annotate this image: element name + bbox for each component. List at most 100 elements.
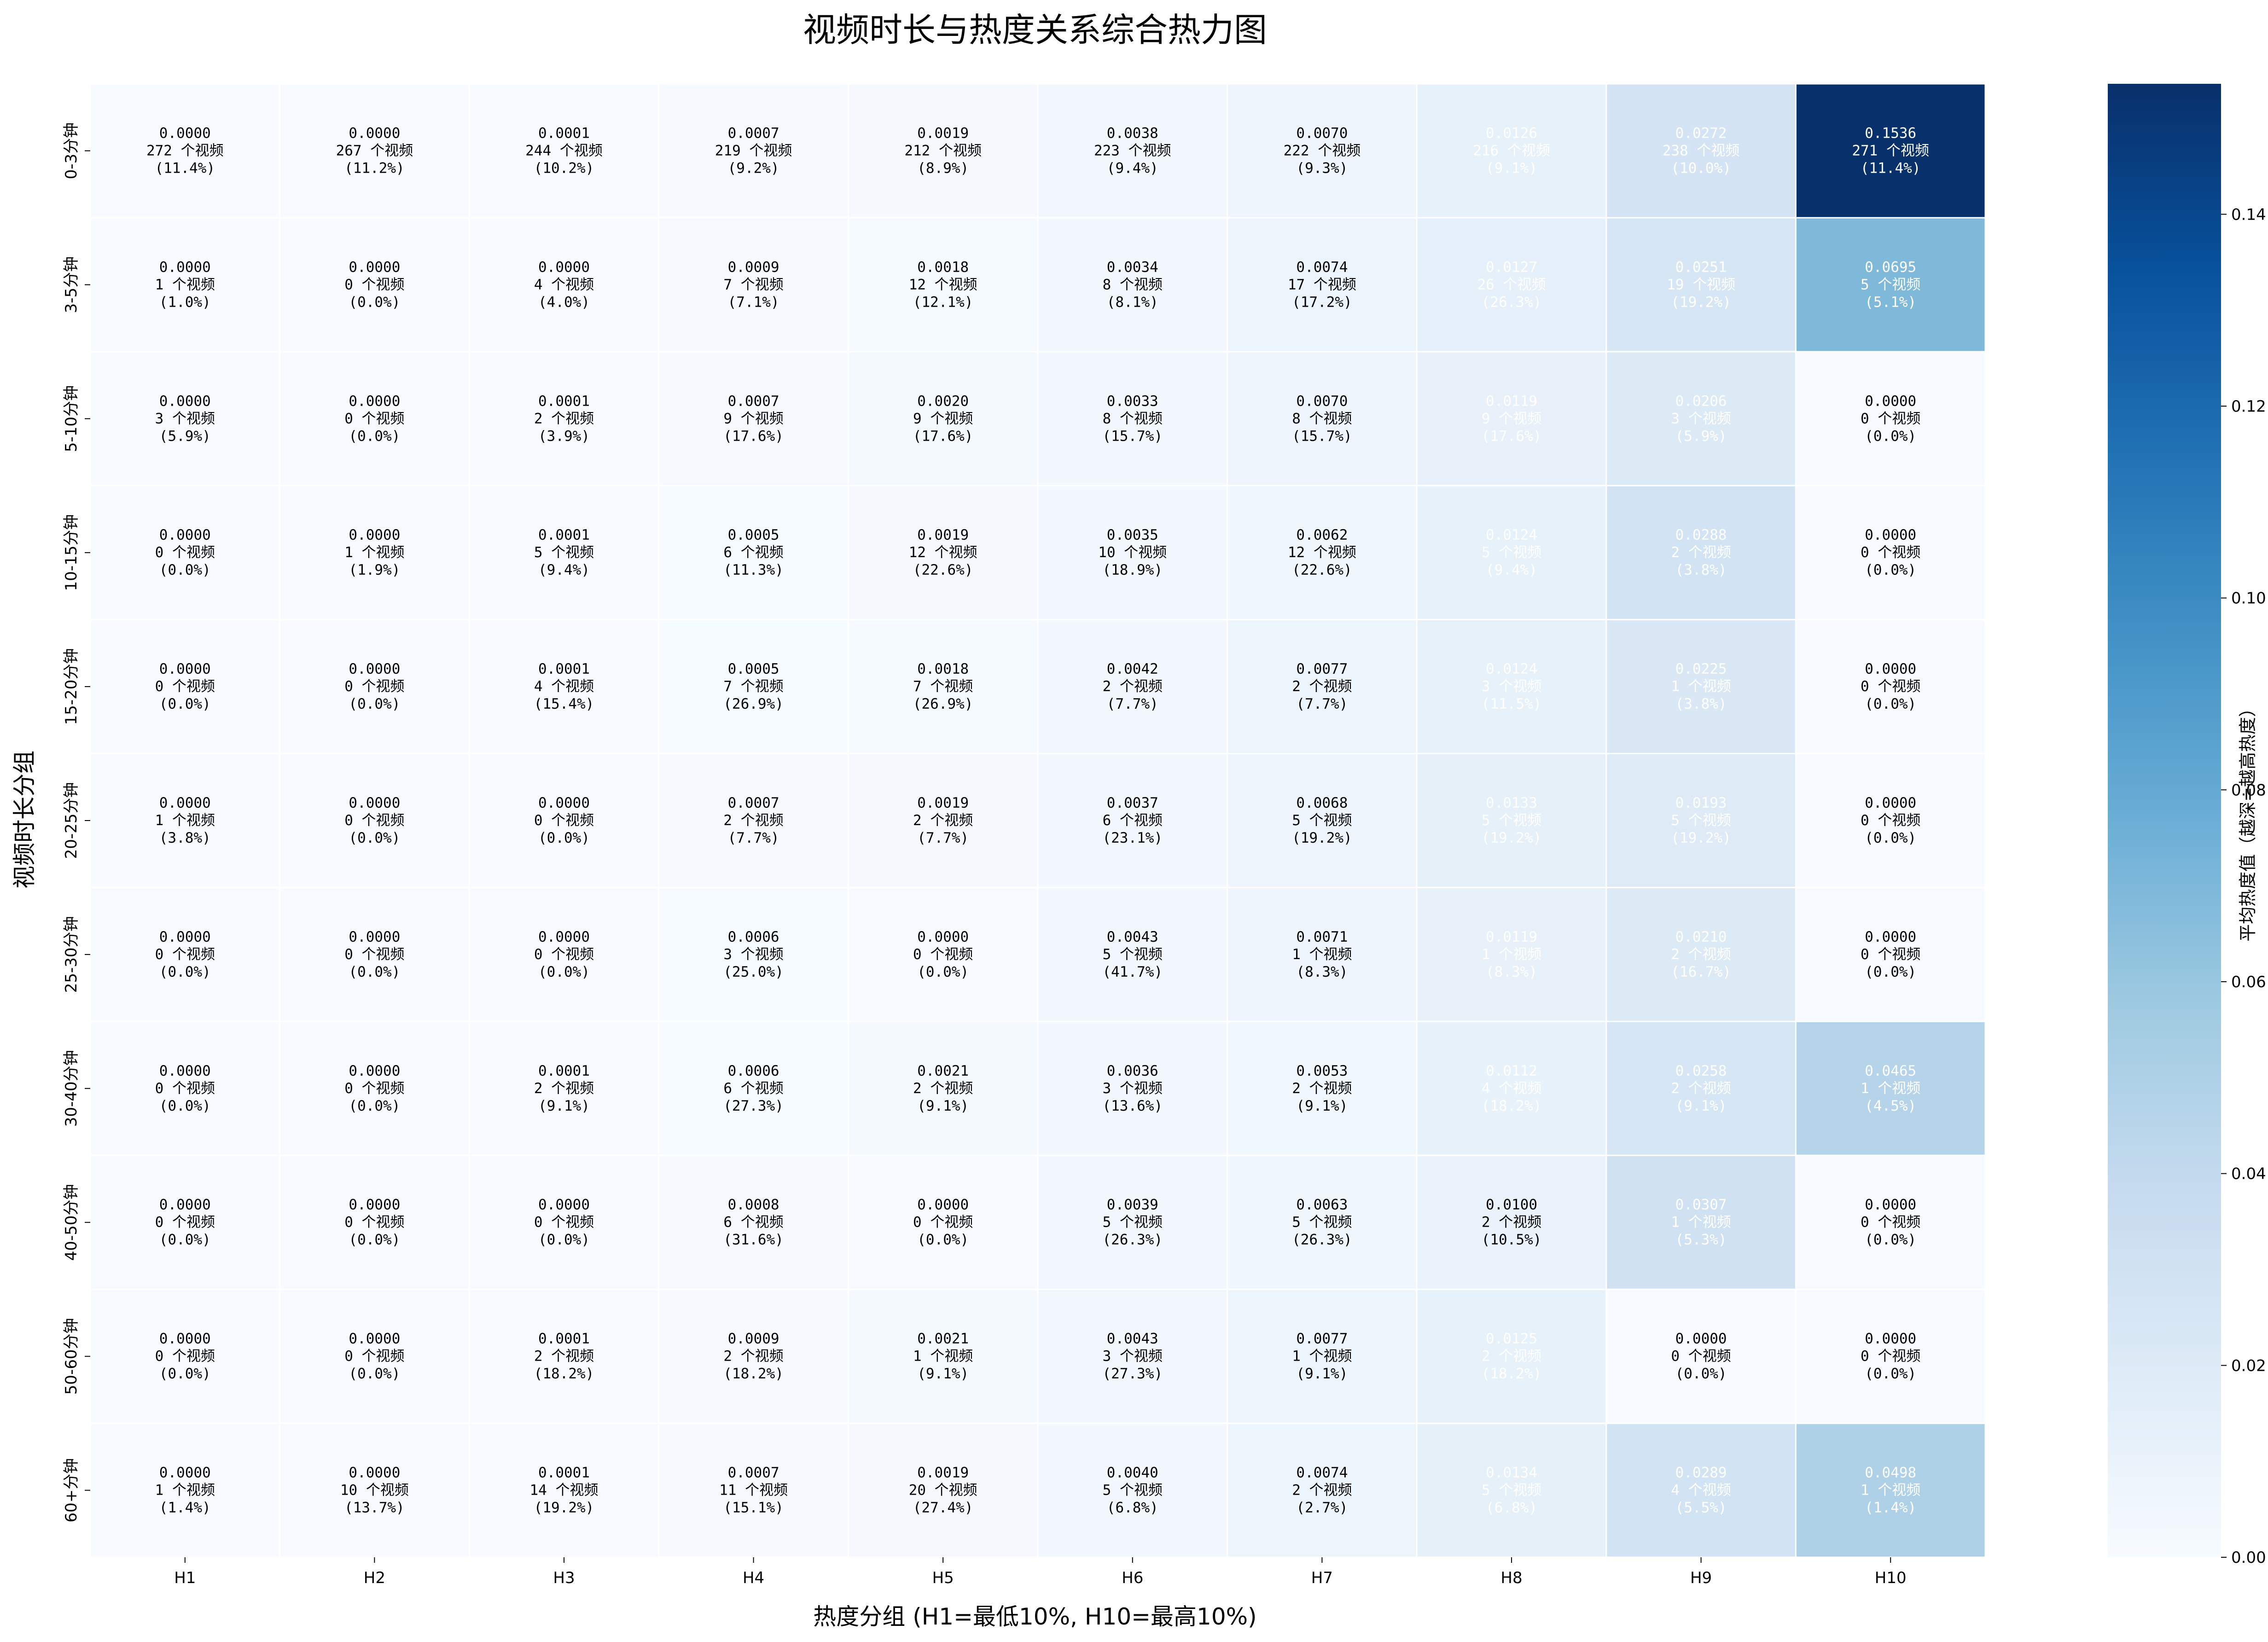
- cell-percent-label: (27.3%): [723, 1098, 784, 1114]
- cell-count-label: 238 个视频: [1663, 142, 1740, 159]
- cell-percent-label: (27.3%): [1102, 1366, 1163, 1382]
- colorbar-tick-label: 0.06: [2231, 973, 2266, 991]
- cell-value-label: 0.0001: [538, 1465, 590, 1481]
- cell-count-label: 17 个视频: [1288, 276, 1356, 293]
- cell-count-label: 2 个视频: [723, 1348, 783, 1365]
- y-tick-label: 20-25分钟: [62, 782, 81, 859]
- cell-value-label: 0.0000: [159, 393, 211, 409]
- heatmap-cell: [1227, 619, 1418, 755]
- cell-value-label: 0.0210: [1675, 929, 1727, 945]
- cell-count-label: 0 个视频: [344, 1080, 404, 1097]
- cell-value-label: 0.0000: [349, 527, 400, 543]
- heatmap-cell: [1795, 485, 1986, 621]
- cell-count-label: 3 个视频: [1103, 1080, 1163, 1097]
- cell-count-label: 9 个视频: [1482, 410, 1541, 427]
- cell-value-label: 0.0043: [1107, 929, 1158, 945]
- cell-value-label: 0.0124: [1486, 527, 1537, 543]
- cell-count-label: 2 个视频: [534, 1080, 594, 1097]
- cell-percent-label: (0.0%): [349, 428, 400, 444]
- cell-count-label: 9 个视频: [723, 410, 783, 427]
- cell-count-label: 0 个视频: [344, 812, 404, 829]
- cell-value-label: 0.0043: [1107, 1331, 1158, 1347]
- cell-percent-label: (26.3%): [1482, 294, 1542, 310]
- cell-count-label: 6 个视频: [723, 544, 783, 561]
- heatmap-cell: [847, 753, 1039, 888]
- cell-value-label: 0.0007: [728, 795, 779, 811]
- heatmap-cell: [1795, 1422, 1986, 1558]
- cell-percent-label: (9.1%): [1296, 1098, 1348, 1114]
- cell-value-label: 0.0465: [1865, 1063, 1916, 1079]
- cell-value-label: 0.0127: [1486, 259, 1537, 275]
- cell-count-label: 3 个视频: [155, 410, 215, 427]
- cell-value-label: 0.0039: [1107, 1197, 1158, 1213]
- heatmap-cell: [89, 753, 281, 888]
- cell-count-label: 26 个视频: [1477, 276, 1546, 293]
- heatmap-cell: [468, 1422, 660, 1558]
- heatmap-cell: [1795, 1288, 1986, 1424]
- cell-value-label: 0.0134: [1486, 1465, 1537, 1481]
- cell-percent-label: (9.1%): [538, 1098, 590, 1114]
- chart-title: 视频时长与热度关系综合热力图: [803, 11, 1267, 49]
- cell-value-label: 0.0033: [1107, 393, 1158, 409]
- cell-value-label: 0.0124: [1486, 661, 1537, 677]
- cell-value-label: 0.0019: [917, 795, 969, 811]
- y-tick-label: 15-20分钟: [62, 648, 81, 725]
- heatmap-cell: [1795, 217, 1986, 353]
- heatmap-cell: [658, 886, 849, 1022]
- cell-value-label: 0.0000: [1865, 1197, 1916, 1213]
- cell-value-label: 0.0289: [1675, 1465, 1727, 1481]
- cell-percent-label: (0.0%): [159, 562, 211, 578]
- cell-percent-label: (15.7%): [1102, 428, 1163, 444]
- heatmap-cell: [1227, 217, 1418, 353]
- cell-value-label: 0.0112: [1486, 1063, 1537, 1079]
- cell-value-label: 0.0000: [349, 259, 400, 275]
- cell-percent-label: (8.1%): [1107, 294, 1158, 310]
- heatmap-cell: [89, 485, 281, 621]
- heatmap-cell: [1416, 619, 1607, 755]
- cell-value-label: 0.0498: [1865, 1465, 1916, 1481]
- cell-count-label: 219 个视频: [715, 142, 792, 159]
- cell-percent-label: (9.4%): [1107, 160, 1158, 176]
- cell-count-label: 4 个视频: [1482, 1080, 1541, 1097]
- cell-count-label: 5 个视频: [534, 544, 594, 561]
- cell-percent-label: (3.9%): [538, 428, 590, 444]
- cell-count-label: 267 个视频: [336, 142, 413, 159]
- cell-value-label: 0.0001: [538, 1331, 590, 1347]
- cell-percent-label: (15.4%): [534, 696, 594, 712]
- cell-count-label: 0 个视频: [1861, 1214, 1920, 1231]
- cell-count-label: 223 个视频: [1094, 142, 1171, 159]
- cell-value-label: 0.0019: [917, 527, 969, 543]
- colorbar-tick-label: 0.12: [2231, 397, 2266, 416]
- cell-count-label: 1 个视频: [1292, 946, 1352, 963]
- heatmap-cell: [847, 1288, 1039, 1424]
- cell-value-label: 0.0258: [1675, 1063, 1727, 1079]
- heatmap-cell: [1605, 753, 1797, 888]
- cell-count-label: 2 个视频: [913, 812, 973, 829]
- heatmap-cell: [1795, 886, 1986, 1022]
- cell-value-label: 0.0035: [1107, 527, 1158, 543]
- heatmap-cell: [847, 217, 1039, 353]
- cell-value-label: 0.0009: [728, 1331, 779, 1347]
- cell-count-label: 5 个视频: [1103, 1214, 1163, 1231]
- x-tick-label: H5: [932, 1569, 954, 1587]
- cell-count-label: 1 个视频: [344, 544, 404, 561]
- cell-count-label: 0 个视频: [344, 678, 404, 695]
- x-tick-label: H6: [1122, 1569, 1143, 1587]
- heatmap-cell: [279, 1422, 470, 1558]
- cell-percent-label: (9.1%): [917, 1098, 969, 1114]
- cell-percent-label: (0.0%): [1865, 830, 1916, 846]
- heatmap-cell: [468, 217, 660, 353]
- cell-percent-label: (0.0%): [349, 696, 400, 712]
- cell-count-label: 0 个视频: [913, 1214, 973, 1231]
- heatmap-cell: [279, 619, 470, 755]
- cell-percent-label: (7.1%): [728, 294, 779, 310]
- heatmap-cell: [279, 1154, 470, 1290]
- cell-count-label: 8 个视频: [1103, 276, 1163, 293]
- heatmap-cell: [1227, 1154, 1418, 1290]
- cell-percent-label: (17.6%): [1482, 428, 1542, 444]
- cell-percent-label: (0.0%): [159, 1098, 211, 1114]
- heatmap-cell: [658, 753, 849, 888]
- cell-percent-label: (0.0%): [159, 696, 211, 712]
- cell-value-label: 0.0000: [349, 125, 400, 141]
- cell-value-label: 0.0000: [917, 1197, 969, 1213]
